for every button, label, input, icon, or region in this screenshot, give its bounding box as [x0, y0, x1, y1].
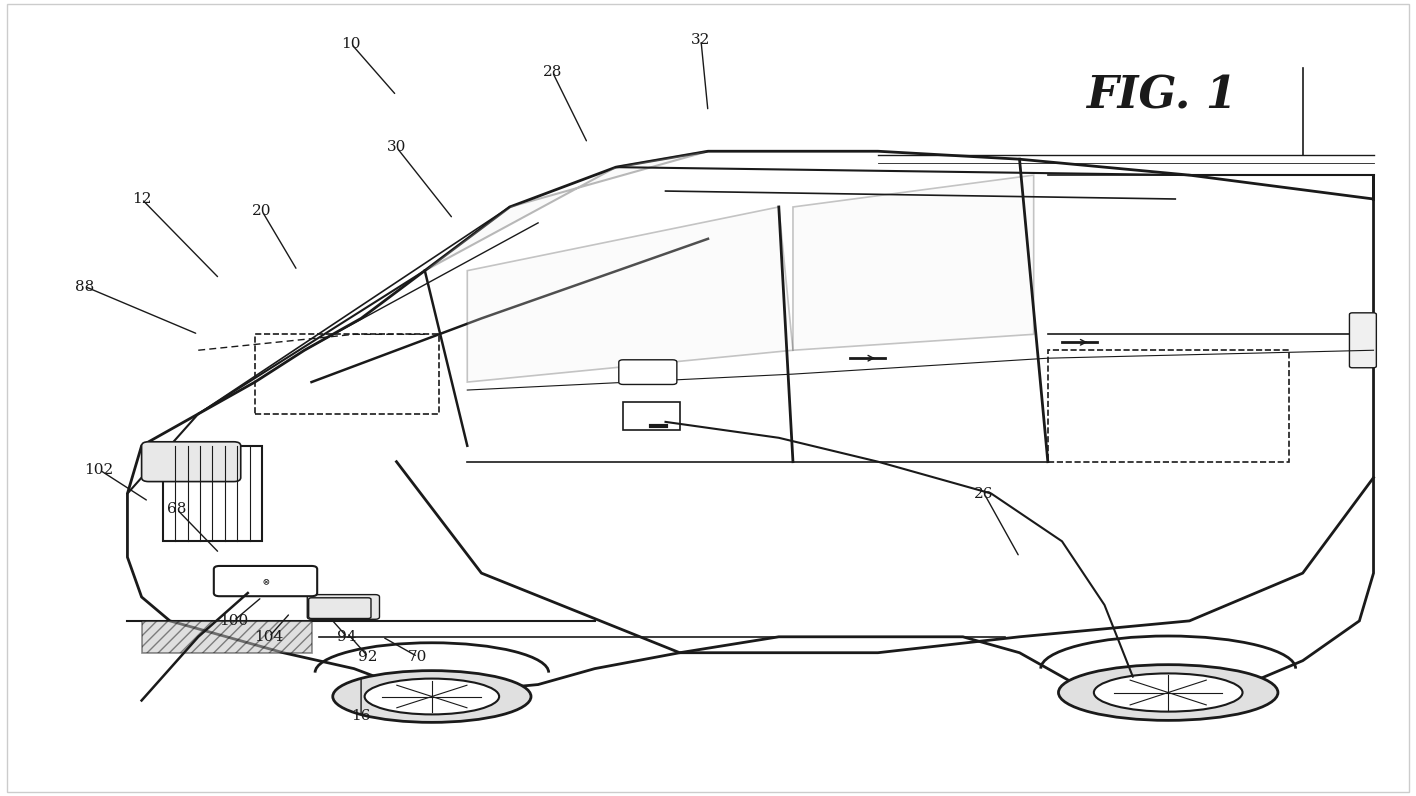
PathPatch shape: [793, 175, 1034, 350]
Ellipse shape: [365, 678, 498, 715]
PathPatch shape: [142, 621, 312, 653]
Text: 70: 70: [408, 650, 428, 664]
FancyBboxPatch shape: [1349, 313, 1376, 368]
PathPatch shape: [425, 151, 708, 271]
Text: 100: 100: [219, 614, 248, 628]
Text: 28: 28: [542, 64, 562, 79]
Text: 32: 32: [691, 33, 711, 47]
Text: 94: 94: [337, 630, 357, 644]
FancyBboxPatch shape: [619, 360, 677, 384]
Text: 16: 16: [351, 709, 371, 724]
Text: 104: 104: [255, 630, 283, 644]
Ellipse shape: [1095, 673, 1243, 712]
Text: 92: 92: [358, 650, 378, 664]
FancyBboxPatch shape: [309, 598, 371, 618]
Ellipse shape: [333, 670, 531, 723]
Text: 68: 68: [167, 502, 187, 517]
Text: FIG. 1: FIG. 1: [1086, 74, 1236, 117]
Ellipse shape: [1059, 665, 1279, 720]
FancyBboxPatch shape: [307, 595, 379, 619]
PathPatch shape: [467, 207, 793, 382]
Text: 26: 26: [974, 486, 994, 501]
Text: ⊗: ⊗: [263, 576, 269, 586]
Text: 102: 102: [85, 462, 113, 477]
Text: 88: 88: [75, 279, 95, 294]
Text: 20: 20: [252, 204, 272, 218]
FancyBboxPatch shape: [142, 442, 241, 482]
Text: 30: 30: [387, 140, 406, 154]
FancyBboxPatch shape: [214, 566, 317, 596]
Text: 12: 12: [132, 192, 152, 206]
Text: 10: 10: [341, 37, 361, 51]
